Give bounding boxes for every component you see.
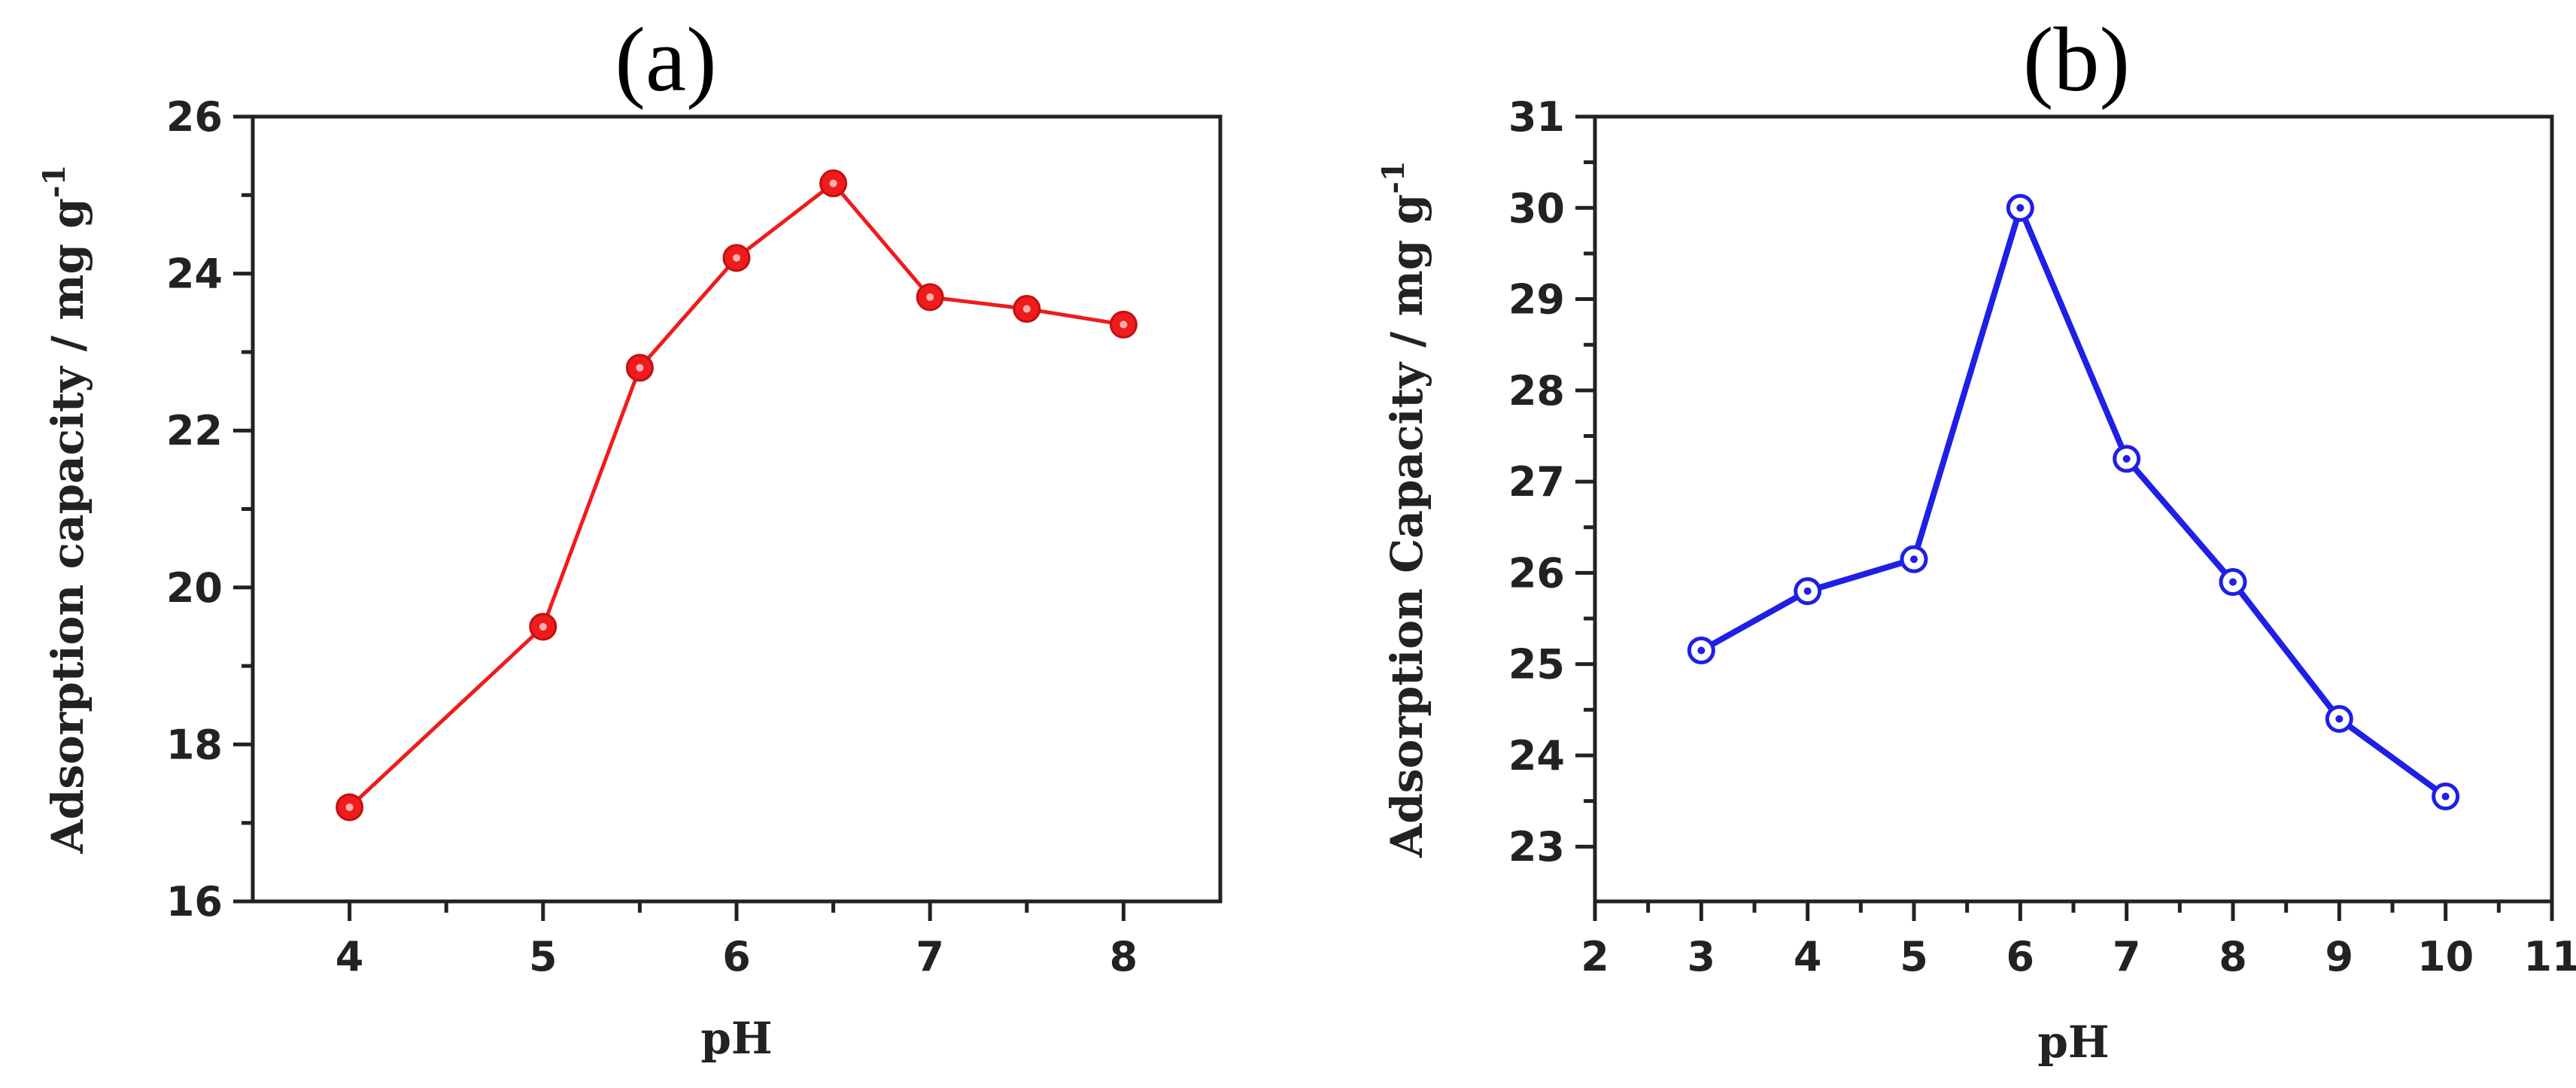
chart-a-point-center [1119, 321, 1128, 329]
chart-b-ytick-label: 25 [1508, 641, 1565, 688]
chart-b-point-center [1803, 587, 1812, 595]
chart-a-point [336, 793, 364, 822]
chart-b-xtick-label: 7 [2113, 933, 2141, 980]
chart-b-xtick-label: 5 [1900, 933, 1928, 980]
chart-b-ytick-label: 30 [1508, 184, 1565, 232]
chart-b-ytick-label: 24 [1508, 732, 1565, 780]
chart-b-point-center [1697, 646, 1706, 655]
chart-a-point-center [636, 363, 644, 372]
chart-b-point-center [1910, 555, 1918, 564]
chart-a-point-center [926, 293, 934, 301]
chart-b-ylabel-sup: -1 [1376, 160, 1411, 193]
chart-b-point-center [2441, 792, 2450, 801]
chart-a-ytick-label: 20 [166, 564, 223, 612]
chart-a-series-line [348, 181, 1124, 809]
chart-a-point [819, 169, 848, 198]
chart-b-xtick-label: 6 [2006, 933, 2035, 980]
chart-b-point [1687, 636, 1715, 664]
chart-a-ytick-label: 18 [166, 721, 223, 768]
chart-b-xtick-label: 3 [1687, 933, 1716, 980]
chart-b-ytick-label: 28 [1508, 367, 1565, 415]
chart-a-ylabel-sup: -1 [37, 165, 72, 198]
chart-b-point-center [2016, 204, 2025, 212]
chart-b-point [2219, 568, 2247, 597]
chart-a-point [625, 354, 654, 382]
chart-b-ylabel: Adsorption Capacity / mg g-1 [1376, 160, 1432, 858]
chart-a-frame [251, 114, 1223, 904]
chart-b-point-center [2229, 578, 2237, 586]
chart-a-xtick-label: 5 [529, 933, 557, 980]
chart-b-point [2432, 783, 2460, 811]
chart-b-point [2325, 704, 2353, 733]
chart-a-point [916, 283, 944, 312]
chart-a-xlabel: pH [700, 1013, 772, 1064]
chart-a-point-center [1022, 305, 1031, 313]
chart-a-title: (a) [615, 9, 716, 111]
chart-b-xtick-label: 8 [2219, 933, 2247, 980]
chart-b-ytick-label: 29 [1508, 276, 1565, 324]
chart-b-point [2113, 445, 2141, 473]
chart-b-ytick-label: 26 [1508, 549, 1565, 597]
chart-b-frame [1593, 114, 2554, 904]
chart-b-point [1794, 577, 1822, 606]
chart-a-ytick-label: 16 [166, 878, 223, 925]
chart-b-ylabel-text: Adsorption Capacity / mg g [1381, 194, 1432, 859]
chart-a-ylabel-text: Adsorption capacity / mg g [42, 198, 93, 854]
chart-a-point [1109, 310, 1138, 339]
chart-b-point-center [2335, 715, 2344, 723]
chart-a: 4 5 6 7 8 16 18 20 22 24 26 (a) pH Adsorption capacit… [37, 9, 1223, 1064]
chart-b: 2 3 4 5 6 7 8 9 10 11232425262728293031(b)pHAdsor… [1376, 9, 2576, 1068]
chart-b-title: (b) [2023, 9, 2130, 111]
chart-a-point-center [733, 254, 740, 262]
chart-b-ytick-label: 31 [1508, 93, 1565, 141]
chart-a-point [529, 612, 557, 641]
chart-b-xtick-label: 2 [1581, 933, 1609, 980]
chart-b-xlabel: pH [2037, 1017, 2109, 1068]
chart-b-point-center [2122, 454, 2131, 463]
chart-a-point-center [345, 803, 354, 811]
chart-b-point [2006, 193, 2034, 222]
chart-a-xtick-label: 8 [1110, 933, 1138, 980]
chart-b-ytick-label: 23 [1508, 823, 1565, 871]
chart-a-point-center [539, 622, 547, 631]
chart-b-series-line [1700, 205, 2448, 799]
chart-a-xtick-label: 4 [336, 933, 364, 980]
chart-a-point [722, 244, 751, 272]
chart-a-ylabel: Adsorption capacity / mg g-1 [37, 165, 93, 854]
chart-b-xtick-label: 4 [1794, 933, 1822, 980]
chart-a-point [1013, 295, 1041, 324]
chart-a-ytick-label: 24 [166, 251, 223, 298]
chart-a-ytick-label: 22 [166, 407, 223, 454]
chart-b-xtick-label: 9 [2325, 933, 2354, 980]
chart-a-xtick-label: 6 [722, 933, 751, 980]
chart-b-xtick-label: 11 [2523, 933, 2576, 980]
chart-a-point-center [829, 179, 837, 187]
chart-b-point [1900, 545, 1928, 573]
chart-b-xtick-label: 10 [2417, 933, 2474, 980]
chart-a-ytick-label: 26 [166, 93, 223, 141]
chart-a-xtick-label: 7 [916, 933, 944, 980]
chart-b-ytick-label: 27 [1508, 458, 1565, 506]
